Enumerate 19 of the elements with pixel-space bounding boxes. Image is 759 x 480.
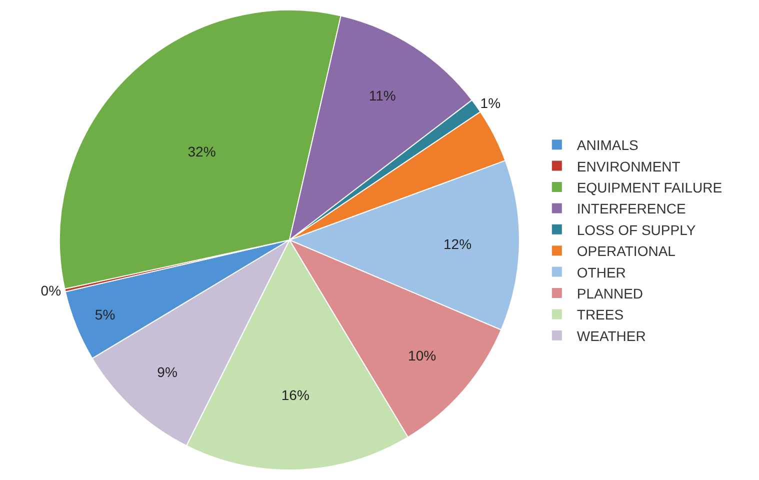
legend-label: EQUIPMENT FAILURE [576, 179, 722, 196]
legend-label: OPERATIONAL [576, 243, 676, 260]
legend-label: ANIMALS [576, 137, 638, 154]
legend-label: OTHER [576, 264, 626, 280]
legend-label: ENVIRONMENT [576, 158, 681, 174]
data-label: 12% [444, 236, 472, 252]
legend-label: WEATHER [576, 328, 646, 344]
legend-label: TREES [576, 306, 624, 323]
data-label: 1% [480, 95, 501, 112]
data-label: 32% [188, 143, 216, 160]
data-label: 16% [281, 387, 310, 404]
data-label: 9% [157, 364, 178, 380]
legend-label: PLANNED [576, 285, 644, 302]
legend-label: INTERFERENCE [576, 200, 686, 217]
data-label: 0% [40, 282, 62, 299]
data-label: 11% [368, 87, 396, 104]
data-label: 10% [408, 347, 436, 364]
data-label: 5% [94, 306, 116, 323]
legend-label: LOSS OF SUPPLY [576, 222, 696, 238]
